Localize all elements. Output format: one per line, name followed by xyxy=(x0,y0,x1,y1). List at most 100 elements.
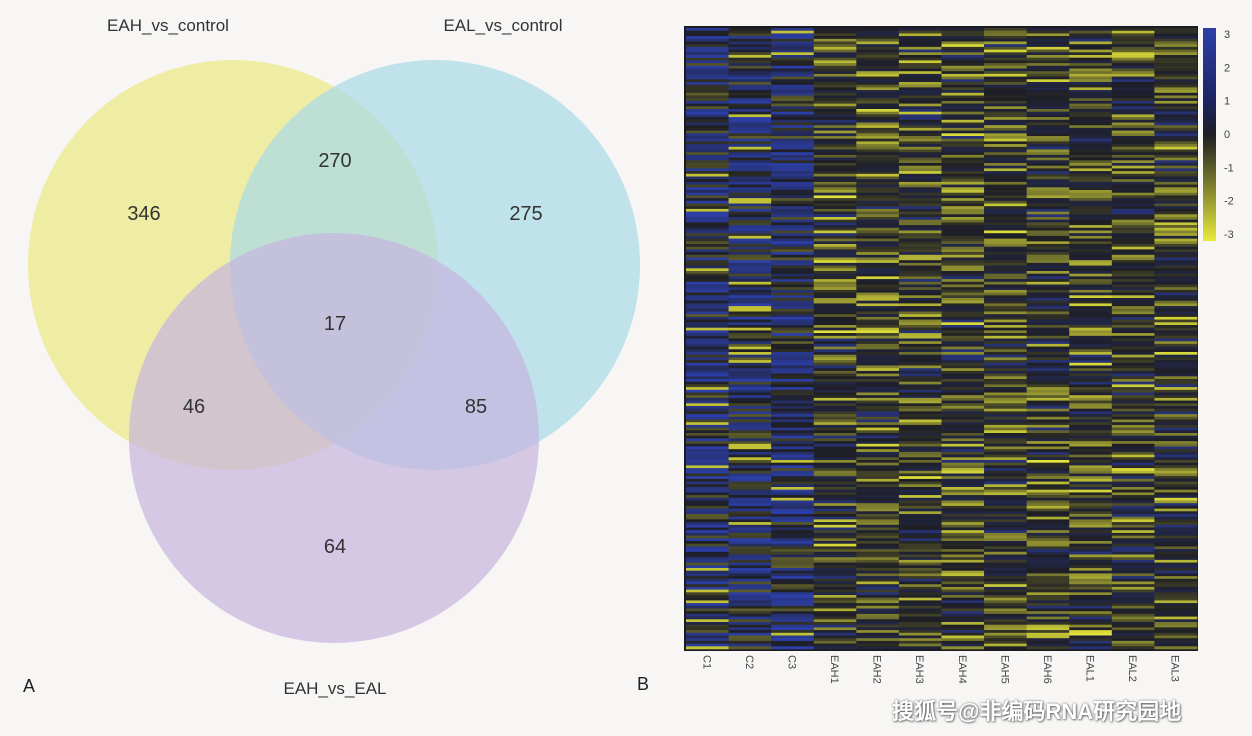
heatmap-cell xyxy=(856,82,900,85)
venn-set-label-eal-vs-control: EAL_vs_control xyxy=(443,16,562,35)
heatmap-cell xyxy=(1069,252,1113,256)
heatmap-cell xyxy=(686,519,729,523)
heatmap-cell xyxy=(1111,492,1155,496)
heatmap-cell xyxy=(898,106,942,110)
heatmap-cell xyxy=(1154,295,1198,299)
heatmap-cell xyxy=(941,549,985,553)
heatmap-cell xyxy=(856,576,900,580)
heatmap-cell xyxy=(941,514,985,517)
heatmap-cell xyxy=(856,530,900,534)
heatmap-cell xyxy=(728,589,772,593)
heatmap-cell xyxy=(813,127,857,131)
heatmap-cell xyxy=(813,114,857,118)
heatmap-cell xyxy=(898,273,942,277)
heatmap-cell xyxy=(813,397,857,401)
heatmap-cell xyxy=(1154,157,1198,161)
heatmap-cell xyxy=(1154,570,1198,574)
heatmap-cell xyxy=(813,206,857,210)
heatmap-cell xyxy=(1069,395,1113,399)
heatmap-cell xyxy=(771,422,815,426)
heatmap-cell xyxy=(686,138,729,142)
heatmap-cell xyxy=(1026,584,1070,588)
heatmap-cell xyxy=(1069,522,1113,526)
heatmap-cell xyxy=(941,400,985,404)
heatmap-cell xyxy=(1154,138,1198,142)
heatmap-cell xyxy=(941,146,985,150)
heatmap-cell xyxy=(941,333,985,337)
heatmap-cell xyxy=(1069,114,1113,118)
heatmap-cell xyxy=(686,360,729,364)
heatmap-cell xyxy=(984,397,1027,401)
heatmap-cell xyxy=(898,640,942,644)
heatmap-cell xyxy=(1069,376,1113,380)
heatmap-cell xyxy=(1154,573,1198,577)
heatmap-cell xyxy=(1111,640,1155,644)
heatmap-cell xyxy=(1026,130,1070,134)
heatmap-cell xyxy=(1111,176,1155,180)
heatmap-cell xyxy=(984,225,1027,229)
heatmap-cell xyxy=(1069,357,1113,361)
heatmap-cell xyxy=(728,435,772,439)
heatmap-cell xyxy=(771,235,815,239)
heatmap-cell xyxy=(686,341,729,345)
heatmap-cell xyxy=(1069,519,1113,523)
heatmap-cell xyxy=(728,271,772,274)
heatmap-cell xyxy=(771,476,815,480)
heatmap-cell xyxy=(856,352,900,355)
heatmap-cell xyxy=(1069,276,1113,280)
heatmap-cell xyxy=(898,433,942,436)
heatmap-cell xyxy=(728,200,772,204)
heatmap-cell xyxy=(728,136,772,139)
heatmap-cell xyxy=(686,130,729,134)
heatmap-cell xyxy=(856,414,900,418)
heatmap-cell xyxy=(984,200,1027,204)
heatmap-cell xyxy=(856,271,900,274)
heatmap-cell xyxy=(984,55,1027,58)
heatmap-cell xyxy=(728,557,772,561)
heatmap-cell xyxy=(1026,384,1070,388)
heatmap-cell xyxy=(898,49,942,53)
heatmap-cell xyxy=(898,298,942,301)
heatmap-cell xyxy=(1111,260,1155,264)
heatmap-cell xyxy=(941,376,985,380)
heatmap-cell xyxy=(1111,287,1155,291)
heatmap-cell xyxy=(728,565,772,569)
heatmap-cell xyxy=(771,111,815,115)
heatmap-cell xyxy=(941,265,985,269)
heatmap-cell xyxy=(771,508,815,512)
heatmap-cell xyxy=(1026,346,1070,350)
heatmap-cell xyxy=(941,365,985,369)
heatmap-cell xyxy=(686,546,729,550)
heatmap-cell xyxy=(984,117,1027,121)
heatmap-cell xyxy=(771,419,815,423)
heatmap-cell xyxy=(686,441,729,445)
heatmap-cell xyxy=(728,130,772,134)
heatmap-cell xyxy=(1154,335,1198,339)
heatmap-cell xyxy=(1154,146,1198,150)
heatmap-cell xyxy=(686,619,729,623)
heatmap-cell xyxy=(686,527,729,531)
heatmap-cell xyxy=(771,549,815,553)
heatmap-cell xyxy=(898,408,942,412)
heatmap-cell xyxy=(941,68,985,72)
heatmap-cell xyxy=(1154,260,1198,264)
heatmap-cell xyxy=(898,28,942,31)
heatmap-cell xyxy=(686,276,729,280)
heatmap-cell xyxy=(1069,55,1113,58)
heatmap-cell xyxy=(1154,227,1198,231)
heatmap-cell xyxy=(984,214,1027,218)
heatmap-cell xyxy=(856,532,900,536)
heatmap-cell xyxy=(898,246,942,250)
heatmap-cell xyxy=(984,333,1027,337)
heatmap-cell xyxy=(1069,349,1113,353)
heatmap-cell xyxy=(984,473,1027,477)
heatmap-cell xyxy=(771,333,815,337)
heatmap-cell xyxy=(813,73,857,77)
heatmap-cell xyxy=(1026,419,1070,423)
heatmap-cell xyxy=(898,338,942,342)
heatmap-cell xyxy=(686,49,729,53)
heatmap-cell xyxy=(686,173,729,177)
heatmap-cell xyxy=(686,595,729,598)
heatmap-cell xyxy=(898,117,942,121)
